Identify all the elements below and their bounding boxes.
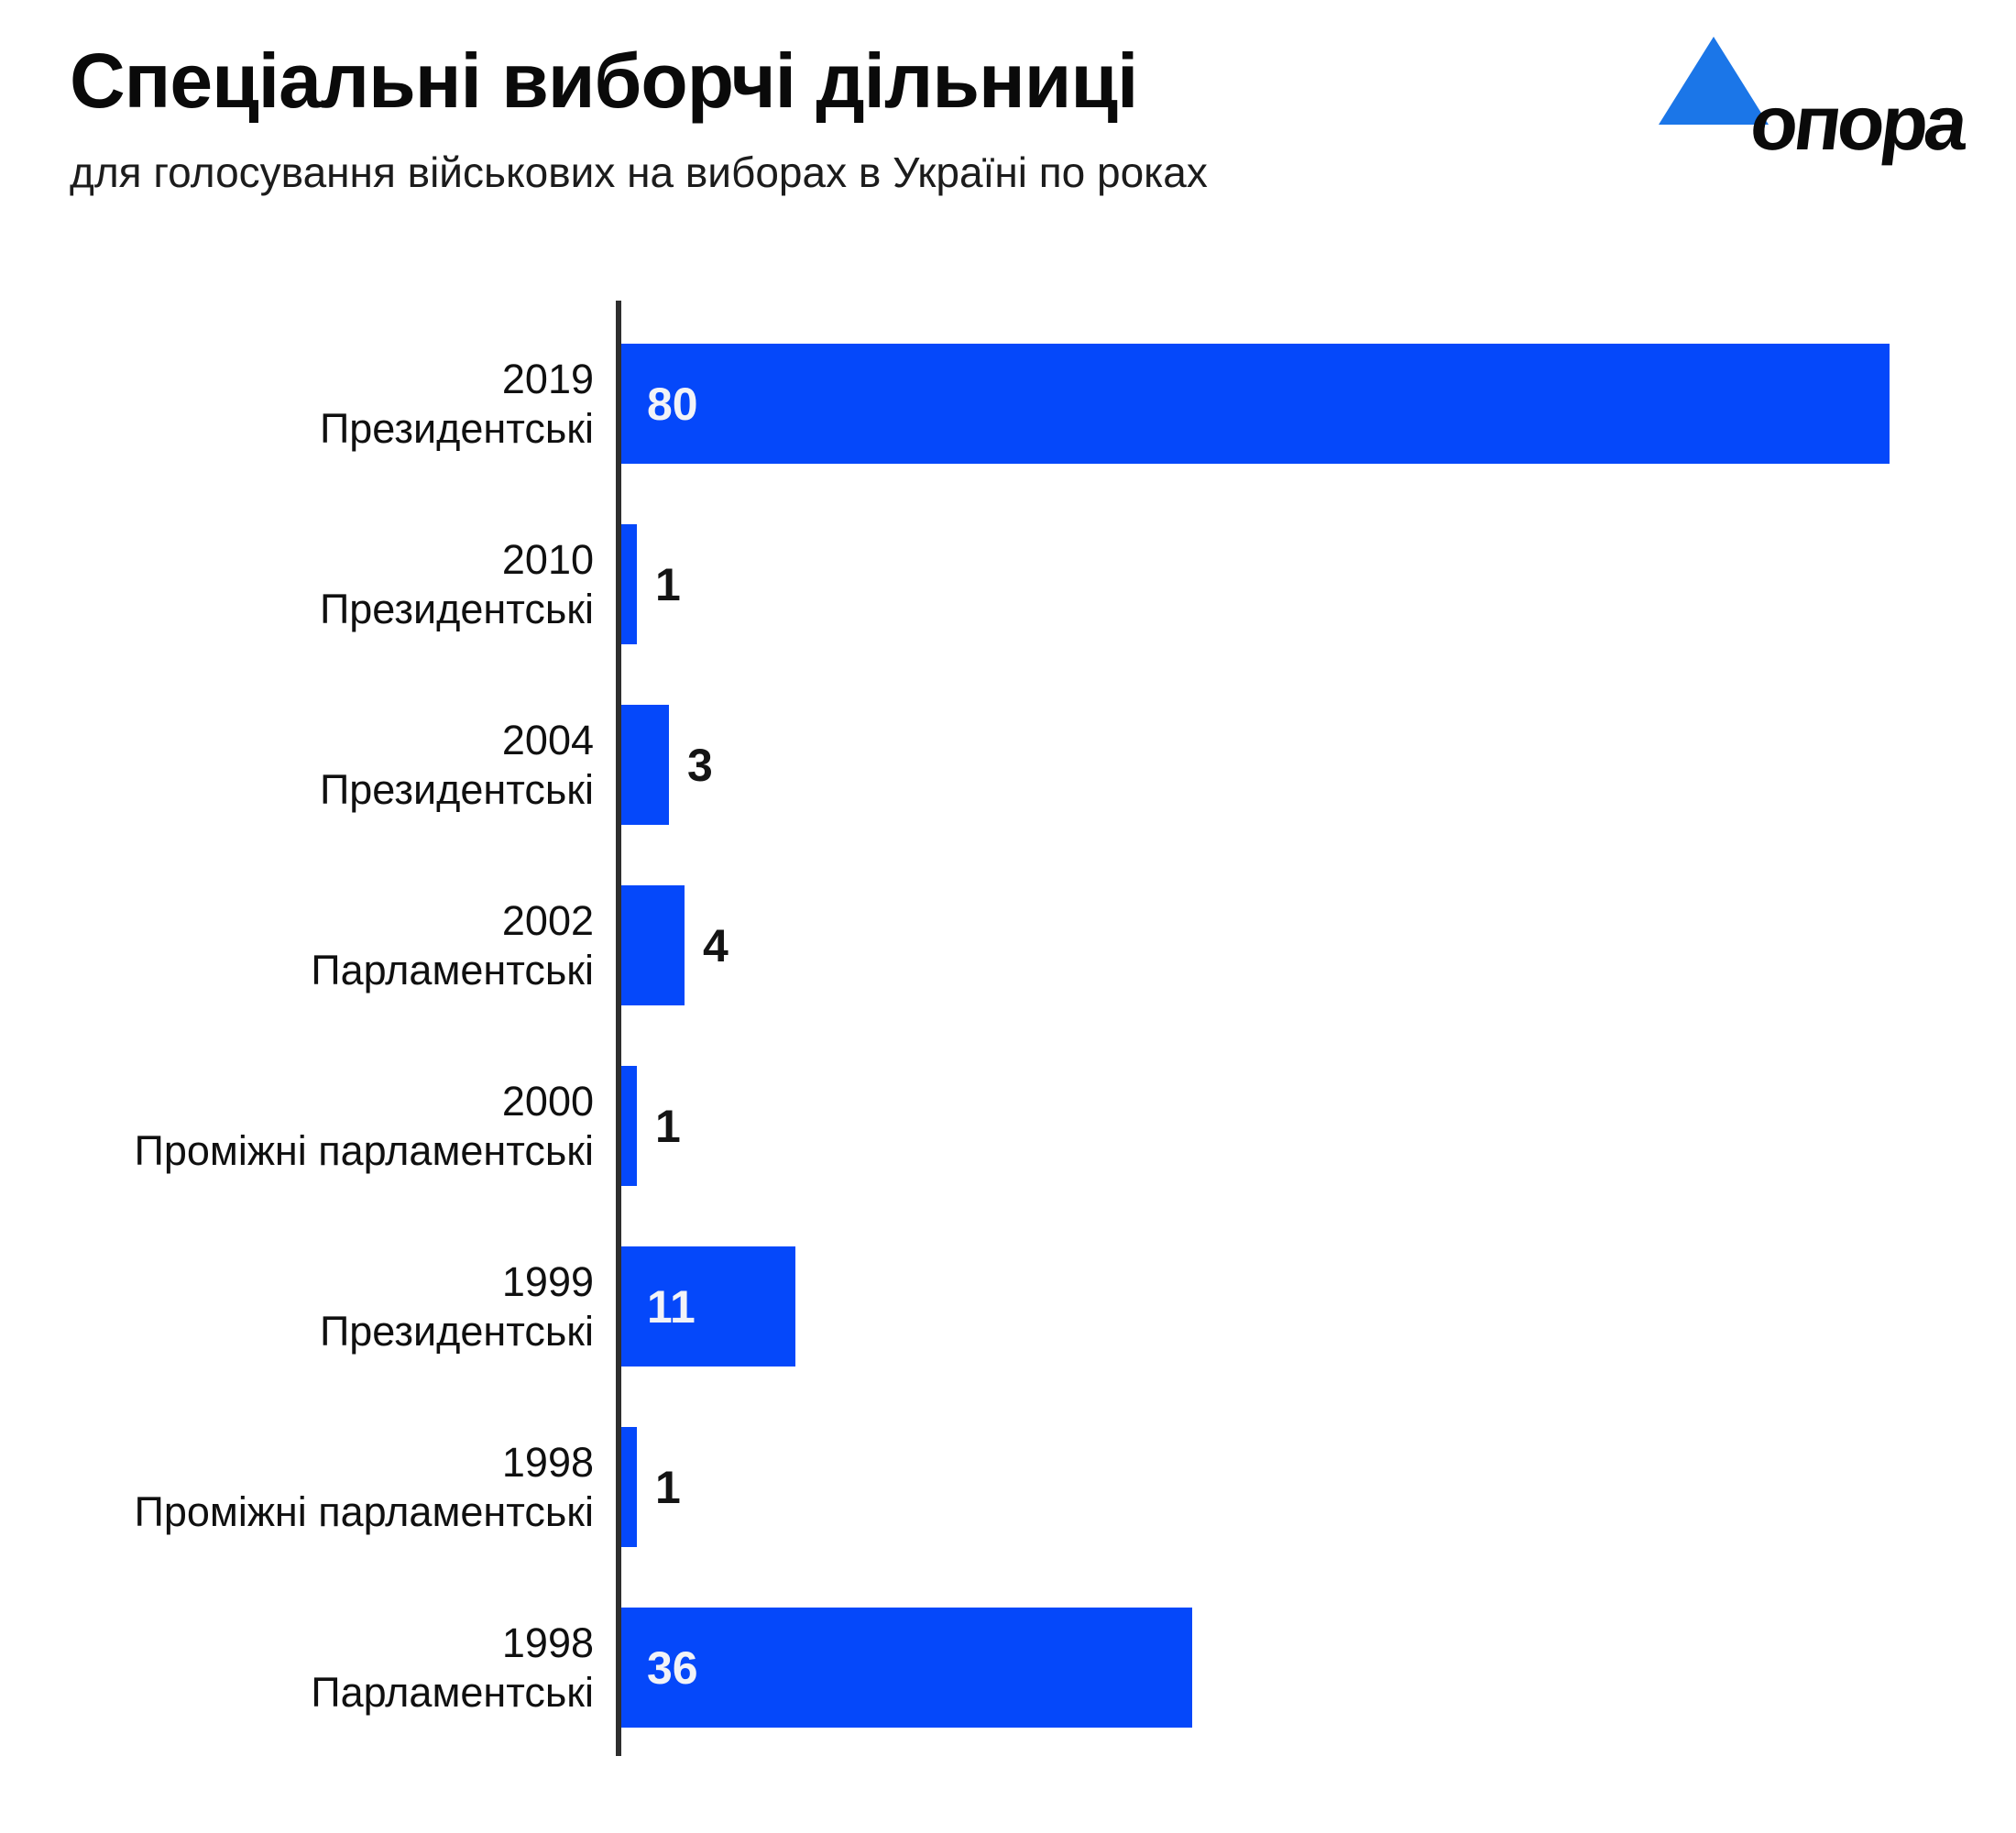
category-year: 1999 bbox=[501, 1258, 594, 1306]
category-label: 1998 Парламентські bbox=[0, 1619, 594, 1716]
bar-area: 1 bbox=[621, 1066, 2016, 1186]
bar-area: 1 bbox=[621, 524, 2016, 644]
category-year: 2019 bbox=[501, 356, 594, 403]
category-year: 1998 bbox=[501, 1619, 594, 1667]
bar-row: 1998 Парламентські 36 bbox=[0, 1577, 2016, 1758]
y-axis-line bbox=[616, 301, 621, 1756]
category-label: 1999 Президентські bbox=[0, 1257, 594, 1355]
bar-row: 2000 Проміжні парламентські 1 bbox=[0, 1036, 2016, 1216]
bar-value-label: 80 bbox=[647, 378, 698, 430]
bar-value-label: 1 bbox=[655, 1100, 681, 1152]
bar-value-label: 1 bbox=[655, 1461, 681, 1513]
bar-row: 2004 Президентські 3 bbox=[0, 675, 2016, 855]
chart-title: Спеціальні виборчі дільниці bbox=[70, 38, 1138, 124]
category-kind: Президентські bbox=[319, 765, 594, 813]
category-kind: Парламентські bbox=[311, 946, 594, 993]
bar-area: 1 bbox=[621, 1427, 2016, 1547]
category-label: 2019 Президентські bbox=[0, 355, 594, 452]
category-label: 2002 Парламентські bbox=[0, 896, 594, 993]
bar[interactable] bbox=[621, 885, 685, 1005]
category-label: 2004 Президентські bbox=[0, 716, 594, 813]
bar-area: 4 bbox=[621, 885, 2016, 1005]
category-year: 2010 bbox=[501, 536, 594, 584]
bar-area: 80 bbox=[621, 344, 2016, 464]
bar-area: 3 bbox=[621, 705, 2016, 825]
category-kind: Проміжні парламентські bbox=[134, 1126, 594, 1174]
chart-header: Спеціальні виборчі дільниці для голосува… bbox=[70, 40, 1208, 197]
category-year: 2002 bbox=[501, 897, 594, 945]
bar[interactable]: 80 bbox=[621, 344, 1890, 464]
category-year: 2004 bbox=[501, 717, 594, 764]
bar[interactable]: 11 bbox=[621, 1246, 795, 1367]
bar-row: 2002 Парламентські 4 bbox=[0, 855, 2016, 1036]
category-kind: Президентські bbox=[319, 1307, 594, 1355]
bar[interactable] bbox=[621, 1066, 637, 1186]
bar-row: 2010 Президентські 1 bbox=[0, 494, 2016, 675]
bar[interactable]: 36 bbox=[621, 1608, 1192, 1728]
bar-row: 1998 Проміжні парламентські 1 bbox=[0, 1397, 2016, 1577]
bar-value-label: 11 bbox=[647, 1280, 696, 1333]
category-label: 2000 Проміжні парламентські bbox=[0, 1077, 594, 1174]
bar-value-label: 4 bbox=[703, 919, 729, 971]
category-label: 2010 Президентські bbox=[0, 535, 594, 632]
bar[interactable] bbox=[621, 705, 669, 825]
bar-area: 11 bbox=[621, 1246, 2016, 1367]
bar-area: 36 bbox=[621, 1608, 2016, 1728]
category-kind: Президентські bbox=[319, 404, 594, 452]
category-label: 1998 Проміжні парламентські bbox=[0, 1438, 594, 1535]
category-year: 1998 bbox=[501, 1439, 594, 1487]
opora-logo: опора bbox=[1659, 37, 1966, 166]
category-kind: Президентські bbox=[319, 585, 594, 632]
category-kind: Проміжні парламентські bbox=[134, 1487, 594, 1535]
triangle-icon bbox=[1659, 37, 1769, 125]
category-kind: Парламентські bbox=[311, 1668, 594, 1716]
bar-value-label: 1 bbox=[655, 558, 681, 610]
bar[interactable] bbox=[621, 1427, 637, 1547]
bar-value-label: 36 bbox=[647, 1641, 698, 1694]
bar-value-label: 3 bbox=[687, 739, 713, 791]
bar-row: 2019 Президентські 80 bbox=[0, 313, 2016, 494]
chart-subtitle: для голосування військових на виборах в … bbox=[70, 148, 1208, 197]
bar-rows: 2019 Президентські 80 2010 Президентські 1 200… bbox=[0, 313, 2016, 1758]
category-year: 2000 bbox=[501, 1078, 594, 1125]
bar[interactable] bbox=[621, 524, 637, 644]
bar-row: 1999 Президентські 11 bbox=[0, 1216, 2016, 1397]
